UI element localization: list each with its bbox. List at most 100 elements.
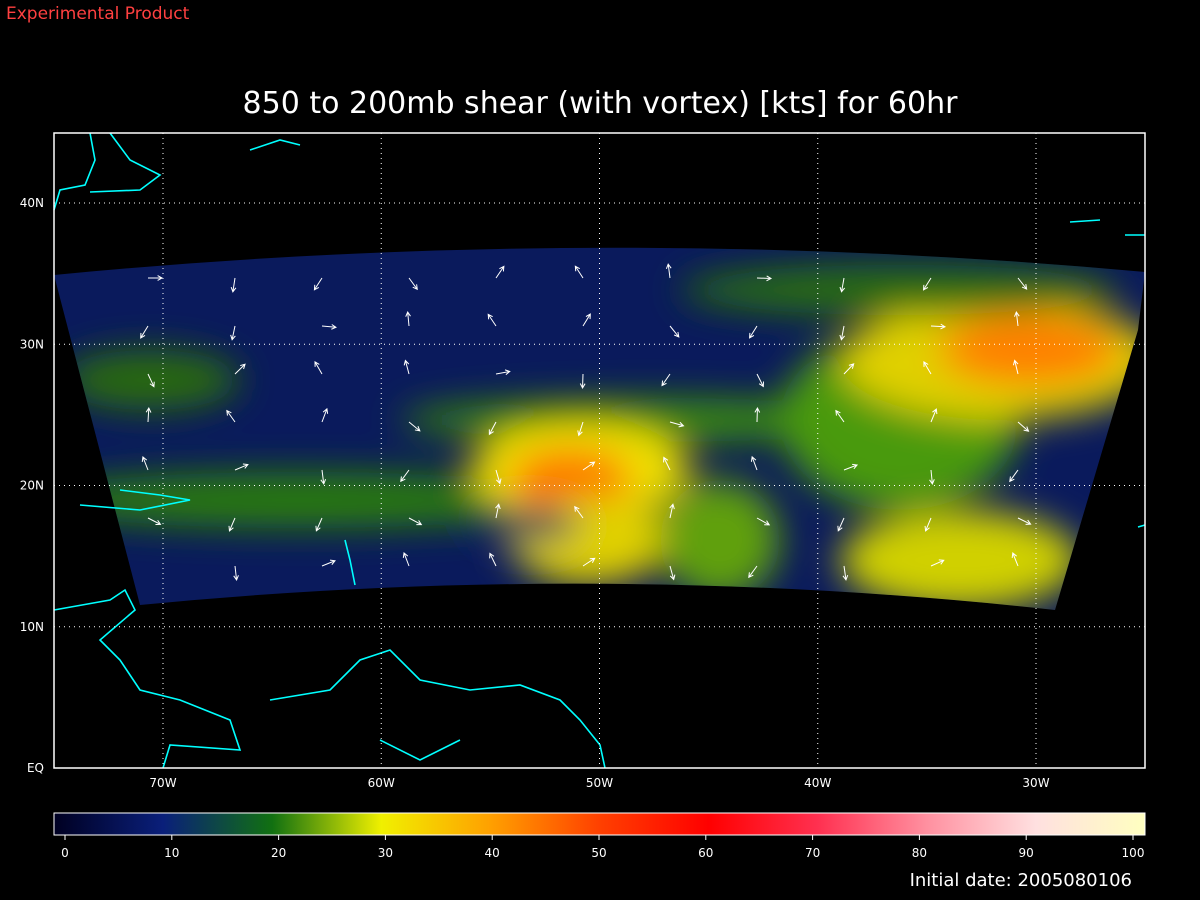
wind-arrow — [669, 503, 675, 519]
header-label: Experimental Product — [6, 4, 190, 24]
wind-arrow — [230, 325, 236, 341]
wind-arrow — [577, 421, 584, 437]
map-title: 850 to 200mb shear (with vortex) [kts] f… — [243, 86, 959, 121]
wind-arrow — [582, 313, 591, 327]
wind-arrow — [839, 277, 846, 293]
wind-arrow — [748, 565, 758, 579]
wind-arrow — [842, 565, 849, 581]
wind-arrow — [320, 469, 327, 485]
lat-label: 30N — [20, 337, 44, 351]
wind-arrow — [754, 406, 761, 423]
wind-arrow — [835, 409, 845, 423]
wind-arrow — [1017, 277, 1028, 290]
wind-arrow — [234, 463, 249, 471]
lat-label: 40N — [20, 196, 44, 210]
wind-arrow — [665, 263, 672, 279]
wind-arrow — [922, 277, 932, 291]
wind-arrow — [488, 421, 497, 436]
wind-arrow — [1017, 517, 1032, 525]
wind-arrow — [574, 265, 584, 279]
wind-arrow — [579, 373, 586, 390]
wind-arrow — [669, 325, 680, 338]
colorbar — [53, 812, 1146, 836]
wind-arrow — [749, 325, 758, 339]
wind-arrow — [145, 406, 152, 423]
wind-arrow — [663, 456, 671, 471]
wind-arrow — [843, 363, 855, 375]
wind-arrow — [930, 408, 938, 423]
wind-arrow — [839, 325, 845, 341]
colorbar-tick-label: 10 — [164, 846, 179, 860]
wind-arrow — [315, 517, 323, 532]
wind-arrow — [750, 455, 758, 471]
colorbar-tick-label: 70 — [805, 846, 820, 860]
wind-arrow — [1011, 552, 1019, 567]
wind-arrow — [141, 455, 149, 471]
wind-arrow — [234, 363, 246, 375]
wind-arrow — [321, 559, 336, 567]
wind-arrow — [408, 517, 423, 526]
wind-arrow — [314, 360, 323, 375]
colorbar-tick-label: 40 — [485, 846, 500, 860]
wind-arrow — [400, 469, 410, 483]
lon-label: 60W — [368, 776, 395, 790]
wind-arrow — [228, 517, 236, 532]
wind-arrow — [140, 325, 149, 339]
initial-date: Initial date: 2005080106 — [910, 870, 1132, 891]
wind-arrow — [147, 373, 155, 388]
lon-label: 30W — [1022, 776, 1049, 790]
shear-field — [54, 247, 1145, 610]
wind-arrow — [1012, 359, 1019, 375]
wind-arrow — [924, 517, 932, 532]
colorbar-tick-label: 30 — [378, 846, 393, 860]
wind-arrow — [487, 313, 497, 327]
wind-arrow — [669, 421, 685, 428]
wind-arrow — [495, 265, 505, 279]
colorbar-tick-label: 80 — [912, 846, 927, 860]
colorbar-tick-label: 100 — [1122, 846, 1145, 860]
colorbar-tick-label: 60 — [698, 846, 713, 860]
wind-arrow — [321, 324, 337, 330]
coastlines — [53, 132, 1146, 769]
wind-arrow — [1014, 311, 1020, 327]
wind-arrow — [1009, 469, 1019, 483]
wind-arrow — [661, 373, 671, 387]
wind-arrow — [756, 517, 771, 526]
wind-arrow — [226, 409, 236, 423]
wind-arrow — [402, 551, 410, 567]
wind-arrow — [408, 277, 418, 291]
wind-arrow — [930, 323, 947, 330]
wind-arrow — [489, 552, 497, 567]
wind-arrow — [582, 557, 596, 567]
lat-label: 10N — [20, 620, 44, 634]
lon-label: 70W — [149, 776, 176, 790]
lat-label: 20N — [20, 479, 44, 493]
wind-arrow — [495, 503, 501, 519]
wind-arrow — [148, 275, 164, 281]
wind-arrow — [147, 517, 162, 526]
wind-arrow — [313, 277, 323, 291]
wind-arrow — [574, 505, 584, 519]
colorbar-tick-label: 0 — [61, 846, 69, 860]
grid — [54, 133, 1145, 768]
wind-arrow — [403, 359, 410, 375]
wind-vectors — [140, 263, 1032, 581]
wind-arrow — [495, 469, 502, 485]
colorbar-tick-label: 90 — [1019, 846, 1034, 860]
lat-label: EQ — [27, 761, 44, 775]
lon-label: 40W — [804, 776, 831, 790]
wind-arrow — [756, 373, 764, 388]
colorbar-tick-label: 20 — [271, 846, 286, 860]
wind-arrow — [837, 517, 845, 532]
wind-arrow — [669, 565, 676, 581]
wind-arrow — [843, 463, 859, 471]
wind-arrow — [930, 559, 945, 567]
wind-arrow — [756, 275, 773, 282]
lon-label: 50W — [586, 776, 613, 790]
wind-arrow — [929, 469, 935, 485]
wind-arrow — [408, 421, 421, 432]
wind-arrow — [1017, 421, 1030, 432]
wind-arrow — [321, 407, 329, 423]
wind-arrow — [233, 565, 239, 581]
